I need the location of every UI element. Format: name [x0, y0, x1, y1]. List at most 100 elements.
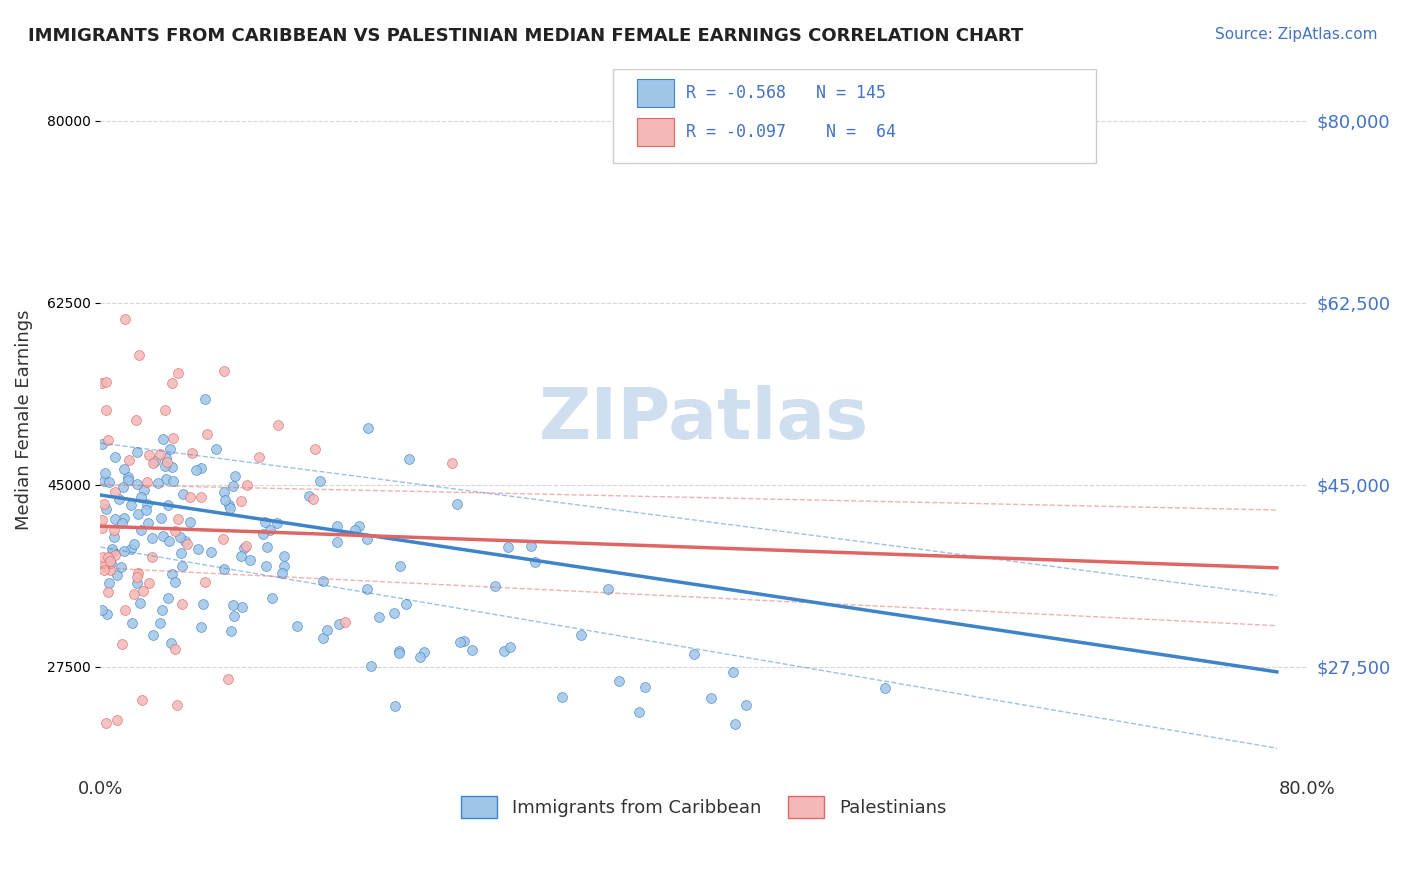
- Point: [222, 598, 245, 612]
- Point: [218, 501, 240, 516]
- Point: [135, 503, 157, 517]
- Point: [141, 531, 163, 545]
- Point: [449, 635, 471, 649]
- Point: [142, 456, 165, 470]
- Point: [138, 575, 160, 590]
- Point: [105, 567, 128, 582]
- Point: [388, 646, 411, 660]
- Text: R = -0.568   N = 145: R = -0.568 N = 145: [686, 84, 886, 102]
- Point: [304, 442, 326, 456]
- Point: [236, 478, 259, 492]
- Point: [112, 510, 135, 524]
- Point: [335, 615, 357, 630]
- Point: [224, 609, 246, 624]
- Point: [114, 602, 136, 616]
- Point: [98, 575, 121, 590]
- Point: [91, 549, 114, 564]
- Point: [93, 474, 115, 488]
- Point: [254, 516, 277, 530]
- Point: [96, 607, 118, 621]
- Point: [382, 606, 405, 620]
- Point: [239, 552, 262, 566]
- Point: [93, 559, 115, 574]
- Point: [214, 492, 236, 507]
- Point: [141, 549, 163, 564]
- Point: [97, 434, 120, 448]
- Point: [191, 597, 214, 611]
- Point: [165, 524, 187, 539]
- Point: [149, 447, 172, 461]
- Point: [627, 705, 650, 719]
- Point: [634, 680, 657, 694]
- Point: [104, 484, 127, 499]
- Point: [129, 523, 152, 537]
- Point: [360, 658, 382, 673]
- Point: [97, 475, 120, 489]
- Point: [395, 597, 418, 611]
- Point: [112, 544, 135, 558]
- Point: [446, 497, 468, 511]
- Point: [120, 541, 142, 556]
- Point: [160, 376, 183, 391]
- Point: [136, 497, 159, 511]
- Point: [104, 511, 127, 525]
- Point: [194, 574, 217, 589]
- Point: [298, 489, 321, 503]
- Point: [312, 574, 335, 589]
- Point: [129, 596, 152, 610]
- Point: [224, 468, 246, 483]
- Point: [212, 561, 235, 575]
- Point: [105, 713, 128, 727]
- Point: [453, 634, 475, 648]
- Point: [163, 642, 186, 657]
- Point: [122, 587, 145, 601]
- Point: [179, 516, 201, 530]
- FancyBboxPatch shape: [613, 69, 1095, 163]
- Point: [218, 498, 240, 512]
- Point: [132, 583, 155, 598]
- Point: [214, 364, 236, 378]
- Point: [101, 542, 124, 557]
- Point: [153, 402, 176, 417]
- Point: [127, 445, 149, 459]
- Point: [179, 490, 201, 504]
- Point: [169, 530, 191, 544]
- Point: [388, 644, 411, 658]
- Point: [328, 617, 350, 632]
- Point: [398, 451, 420, 466]
- Point: [111, 637, 134, 651]
- Point: [117, 473, 139, 487]
- Point: [247, 450, 270, 465]
- Point: [91, 521, 114, 535]
- Point: [125, 413, 148, 427]
- Point: [162, 431, 184, 445]
- Point: [699, 691, 721, 706]
- Point: [356, 582, 378, 597]
- Point: [235, 539, 257, 553]
- Point: [112, 461, 135, 475]
- Point: [271, 566, 294, 580]
- Point: [91, 603, 114, 617]
- Point: [266, 516, 288, 530]
- Point: [110, 516, 132, 531]
- Point: [315, 623, 337, 637]
- Point: [520, 539, 543, 553]
- Point: [344, 523, 367, 537]
- Point: [326, 518, 349, 533]
- Point: [127, 477, 149, 491]
- Point: [357, 421, 380, 435]
- Point: [367, 609, 389, 624]
- Point: [152, 432, 174, 446]
- Point: [100, 556, 122, 570]
- Point: [96, 501, 118, 516]
- Point: [118, 452, 141, 467]
- Point: [132, 483, 155, 497]
- Point: [98, 563, 121, 577]
- Point: [735, 698, 758, 712]
- Point: [409, 649, 432, 664]
- Point: [200, 545, 222, 559]
- Point: [212, 485, 235, 500]
- Legend: Immigrants from Caribbean, Palestinians: Immigrants from Caribbean, Palestinians: [454, 789, 953, 825]
- Text: R = -0.097    N =  64: R = -0.097 N = 64: [686, 123, 896, 141]
- Point: [93, 497, 115, 511]
